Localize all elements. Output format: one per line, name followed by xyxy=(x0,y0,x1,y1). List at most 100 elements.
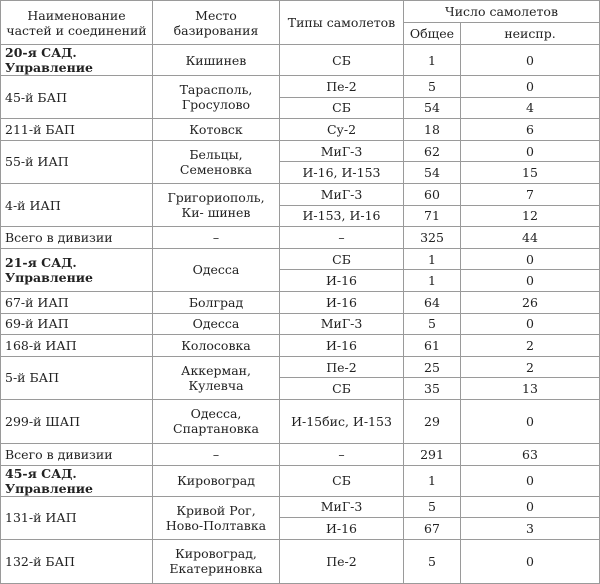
base-location: Кировоград xyxy=(152,464,280,497)
table-row: 20-я САД. Управление Кишинев СБ 1 0 xyxy=(0,44,600,76)
table-row: 168-й ИАП Колосовка И-16 61 2 xyxy=(0,334,600,357)
unit-name: 168-й ИАП xyxy=(0,334,153,357)
aircraft-total: 62 xyxy=(403,139,461,163)
aircraft-type: И-16, И-153 xyxy=(279,161,404,184)
unit-name: 45-я САД. Управление xyxy=(0,464,153,497)
aircraft-total: 67 xyxy=(403,517,461,540)
base-location: – xyxy=(152,226,280,249)
aircraft-type: И-16 xyxy=(279,334,404,357)
aircraft-faulty: 63 xyxy=(459,442,600,466)
base-location: Одесса, Спартановка xyxy=(152,398,280,444)
aircraft-type: СБ xyxy=(279,464,404,497)
base-location: Кишинев xyxy=(152,44,280,76)
aircraft-total: 29 xyxy=(403,398,461,444)
table-row: 5-й БАП Аккерман, Кулевча Пе-2 25 2 xyxy=(0,355,600,400)
aircraft-faulty: 4 xyxy=(459,96,600,120)
aircraft-total: 35 xyxy=(403,377,461,400)
table-row: 4-й ИАП Григориополь, Ки- шинев МиГ-3 60 7 xyxy=(0,182,600,228)
base-location: Котовск xyxy=(152,118,280,141)
aircraft-type: МиГ-3 xyxy=(279,182,404,206)
aircraft-total: 64 xyxy=(403,290,461,314)
aircraft-total: 54 xyxy=(403,161,461,184)
aircraft-faulty: 0 xyxy=(459,312,600,336)
aircraft-faulty: 3 xyxy=(459,517,600,540)
header-count: Число самолетов xyxy=(402,0,600,23)
aircraft-faulty: 0 xyxy=(459,75,600,98)
header-unit: Наименование частей и соединений xyxy=(0,0,153,45)
aircraft-type: Пе-2 xyxy=(279,75,404,98)
aircraft-faulty: 0 xyxy=(459,464,600,497)
table-row: 211-й БАП Котовск Су-2 18 6 xyxy=(0,118,600,141)
base-location: Колосовка xyxy=(152,334,280,357)
aircraft-faulty: 0 xyxy=(459,247,600,271)
header-faulty: неиспр. xyxy=(459,22,600,45)
aircraft-faulty: 0 xyxy=(459,269,600,292)
aircraft-faulty: 2 xyxy=(459,355,600,379)
aircraft-total: 325 xyxy=(403,226,461,249)
aircraft-total: 5 xyxy=(403,495,461,519)
header-base: Место базирования xyxy=(152,0,280,45)
table-row: 131-й ИАП Кривой Рог, Ново-Полтавка МиГ-3 5… xyxy=(0,495,600,540)
unit-name: 55-й ИАП xyxy=(0,139,153,184)
aircraft-faulty: 13 xyxy=(459,377,600,400)
aircraft-total: 18 xyxy=(403,118,461,141)
table-row: 132-й БАП Кировоград, Екатериновка Пе-2 5 0 xyxy=(0,538,600,584)
base-location: – xyxy=(152,442,280,466)
aircraft-total: 60 xyxy=(403,182,461,206)
table-row: 45-я САД. Управление Кировоград СБ 1 0 xyxy=(0,464,600,497)
table-body: 20-я САД. Управление Кишинев СБ 1 0 45-й БАП Т… xyxy=(0,44,600,584)
unit-name: Всего в дивизии xyxy=(0,226,153,249)
unit-name: 211-й БАП xyxy=(0,118,153,141)
base-location: Кировоград, Екатериновка xyxy=(152,538,280,584)
aircraft-faulty: 44 xyxy=(459,226,600,249)
aircraft-type: – xyxy=(279,442,404,466)
table-row: Всего в дивизии – –291 63 xyxy=(0,442,600,466)
table-row: Всего в дивизии – –325 44 xyxy=(0,226,600,249)
aircraft-faulty: 0 xyxy=(459,538,600,584)
aircraft-type: МиГ-3 xyxy=(279,312,404,336)
aircraft-type: – xyxy=(279,226,404,249)
aircraft-faulty: 0 xyxy=(459,44,600,76)
unit-name: 131-й ИАП xyxy=(0,495,153,540)
unit-name: 4-й ИАП xyxy=(0,182,153,228)
base-location: Аккерман, Кулевча xyxy=(152,355,280,400)
aircraft-type: МиГ-3 xyxy=(279,139,404,163)
aircraft-faulty: 2 xyxy=(459,334,600,357)
base-location: Одесса xyxy=(152,312,280,336)
aircraft-type: И-16 xyxy=(279,517,404,540)
base-location: Григориополь, Ки- шинев xyxy=(152,182,280,228)
aircraft-total: 54 xyxy=(403,96,461,120)
aircraft-total: 1 xyxy=(403,464,461,497)
base-location: Тарасполь, Гросулово xyxy=(152,74,280,120)
aircraft-total: 5 xyxy=(403,538,461,584)
aircraft-type: СБ xyxy=(279,247,404,271)
aircraft-total: 5 xyxy=(403,312,461,336)
table-row: СБ 35 13 xyxy=(1,377,600,400)
aircraft-type: МиГ-3 xyxy=(279,495,404,519)
header-total: Общее xyxy=(403,22,461,45)
table-row: 21-я САД. Управление Одесса СБ 1 0 xyxy=(0,247,600,292)
table-row: И-16, И-153 54 15 xyxy=(1,161,600,184)
aircraft-type: Пе-2 xyxy=(279,538,404,584)
unit-name: 20-я САД. Управление xyxy=(0,44,153,76)
table-row: И-16 67 3 xyxy=(1,517,600,540)
aircraft-faulty: 0 xyxy=(459,398,600,444)
table-row: 69-й ИАП Одесса МиГ-3 5 0 xyxy=(0,312,600,336)
aircraft-total: 1 xyxy=(403,247,461,271)
table-row: И-153, И-16 71 12 xyxy=(1,204,600,228)
aircraft-total: 1 xyxy=(403,269,461,292)
aircraft-total: 291 xyxy=(403,442,461,466)
base-location: Болград xyxy=(152,290,280,314)
aircraft-total: 61 xyxy=(403,334,461,357)
header-types: Типы самолетов xyxy=(279,0,404,45)
aircraft-type: И-153, И-16 xyxy=(279,204,404,228)
base-location: Бельцы, Семеновка xyxy=(152,139,280,184)
unit-name: 69-й ИАП xyxy=(0,312,153,336)
aircraft-total: 71 xyxy=(403,204,461,228)
unit-name: 299-й ШАП xyxy=(0,398,153,444)
base-location: Кривой Рог, Ново-Полтавка xyxy=(152,495,280,540)
unit-name: 45-й БАП xyxy=(0,74,153,120)
aircraft-type: И-16 xyxy=(279,290,404,314)
aircraft-total: 25 xyxy=(403,355,461,379)
